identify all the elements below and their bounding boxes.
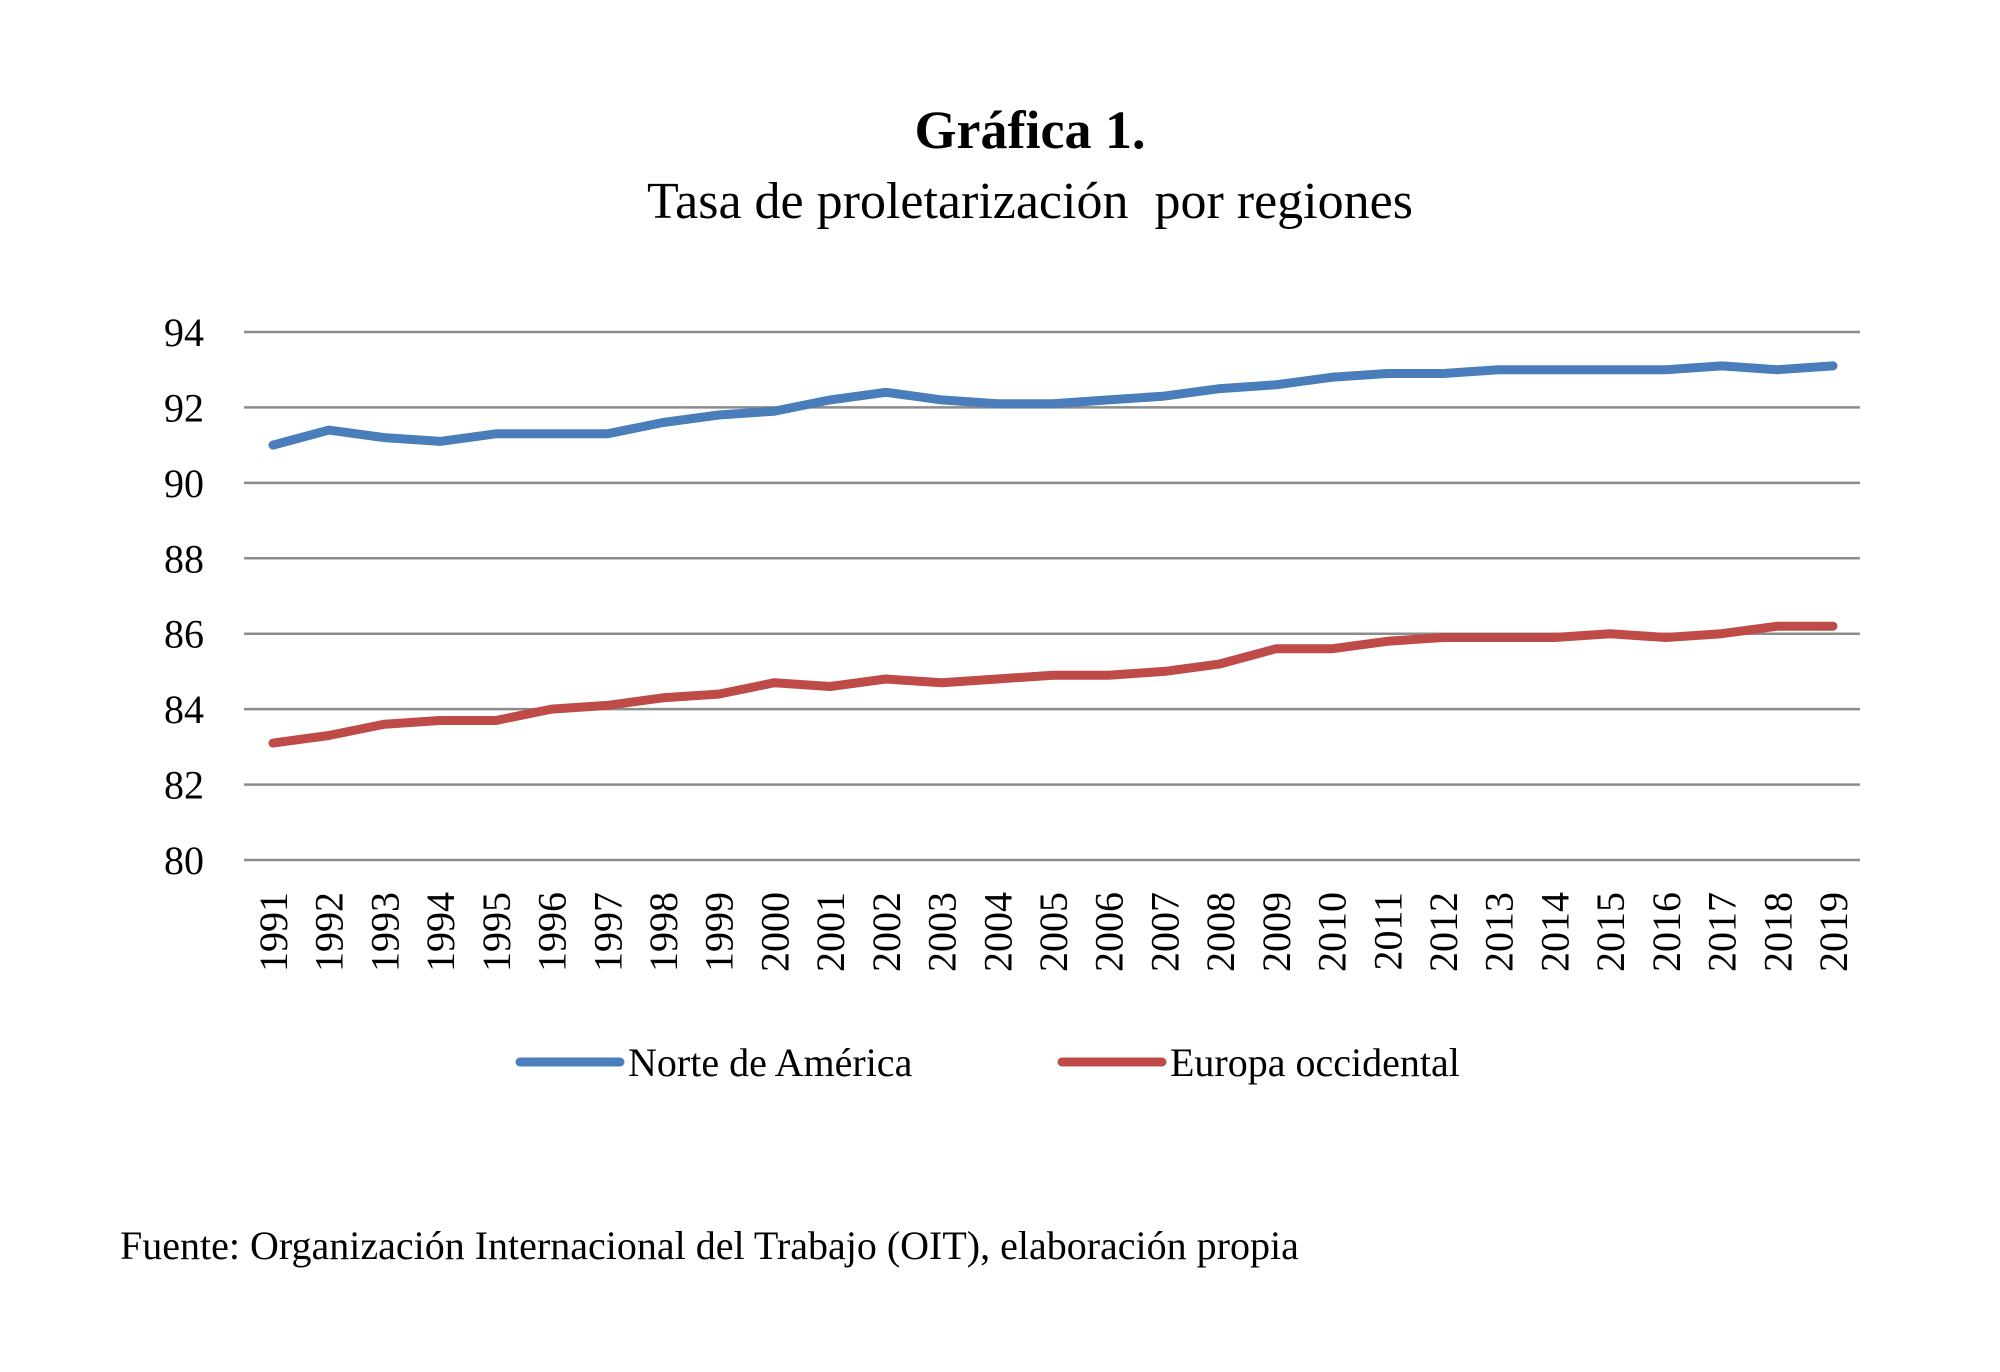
x-tick-label-1994: 1994 bbox=[418, 892, 463, 972]
x-axis-ticks: 1991 1992 1993 1994 1995 1996 1997 1998 1999 2000… bbox=[251, 892, 1856, 972]
x-tick-label-2012: 2012 bbox=[1421, 892, 1466, 972]
chart-title: Gráfica 1. bbox=[915, 100, 1146, 160]
x-tick-label-1993: 1993 bbox=[362, 892, 407, 972]
x-tick-label-2016: 2016 bbox=[1644, 892, 1689, 972]
y-tick-label-84: 84 bbox=[164, 687, 204, 732]
legend-label-0: Norte de América bbox=[628, 1040, 913, 1085]
x-tick-label-2004: 2004 bbox=[975, 892, 1020, 972]
y-tick-label-88: 88 bbox=[164, 536, 204, 581]
gridlines bbox=[244, 330, 1860, 862]
x-tick-label-2002: 2002 bbox=[864, 892, 909, 972]
y-tick-label-94: 94 bbox=[164, 310, 204, 355]
x-tick-label-2017: 2017 bbox=[1700, 892, 1745, 972]
chart-subtitle: Tasa de proletarización por regiones bbox=[647, 173, 1413, 230]
x-tick-label-2013: 2013 bbox=[1477, 892, 1522, 972]
x-tick-label-2000: 2000 bbox=[752, 892, 797, 972]
x-tick-label-2019: 2019 bbox=[1811, 892, 1856, 972]
series-lines bbox=[268, 361, 1838, 748]
series-line-norte-de-america bbox=[268, 361, 1838, 450]
x-tick-label-2014: 2014 bbox=[1532, 892, 1577, 972]
y-tick-label-86: 86 bbox=[164, 612, 204, 657]
source-note: Fuente: Organización Internacional del T… bbox=[120, 1223, 1299, 1268]
y-axis-ticks: 80 82 84 86 88 90 92 94 bbox=[164, 310, 204, 883]
y-tick-label-92: 92 bbox=[164, 385, 204, 430]
x-tick-label-1992: 1992 bbox=[307, 892, 352, 972]
x-tick-label-1991: 1991 bbox=[251, 892, 296, 972]
x-tick-label-2005: 2005 bbox=[1031, 892, 1076, 972]
x-tick-label-1998: 1998 bbox=[641, 892, 686, 972]
x-tick-label-1997: 1997 bbox=[585, 892, 630, 972]
x-tick-label-2015: 2015 bbox=[1588, 892, 1633, 972]
y-tick-label-90: 90 bbox=[164, 461, 204, 506]
y-tick-label-80: 80 bbox=[164, 838, 204, 883]
x-tick-label-2009: 2009 bbox=[1254, 892, 1299, 972]
legend-label-1: Europa occidental bbox=[1170, 1040, 1460, 1085]
x-tick-label-1999: 1999 bbox=[697, 892, 742, 972]
x-tick-label-2006: 2006 bbox=[1087, 892, 1132, 972]
x-tick-label-2011: 2011 bbox=[1365, 892, 1410, 971]
legend: Norte de América Europa occidental bbox=[515, 1040, 1460, 1085]
x-tick-label-1996: 1996 bbox=[530, 892, 575, 972]
x-tick-label-2001: 2001 bbox=[808, 892, 853, 972]
x-tick-label-2007: 2007 bbox=[1142, 892, 1187, 972]
x-tick-label-2018: 2018 bbox=[1755, 892, 1800, 972]
y-tick-label-82: 82 bbox=[164, 763, 204, 808]
series-line-europa-occidental bbox=[268, 621, 1838, 748]
x-tick-label-2010: 2010 bbox=[1310, 892, 1355, 972]
x-tick-label-2003: 2003 bbox=[920, 892, 965, 972]
x-tick-label-2008: 2008 bbox=[1198, 892, 1243, 972]
x-tick-label-1995: 1995 bbox=[474, 892, 519, 972]
